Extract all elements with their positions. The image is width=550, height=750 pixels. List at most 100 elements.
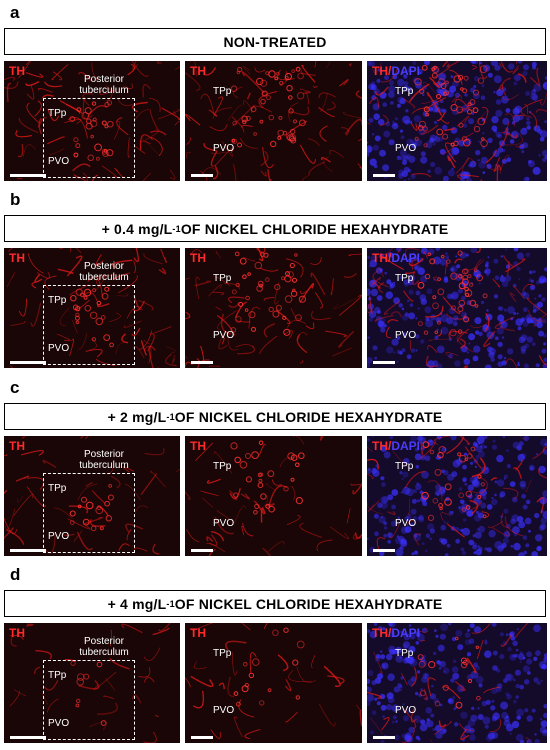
pvo-label: PVO <box>395 518 417 529</box>
panel-letter: d <box>10 565 21 584</box>
dapi-stain-label: DAPI <box>391 64 421 78</box>
fluorescence-texture <box>367 248 547 368</box>
tpp-label: TPp <box>395 461 414 472</box>
stain-label: TH <box>190 439 206 453</box>
scale-bar <box>373 361 395 364</box>
treatment-banner: + 4 mg/L -1 OF NICKEL CHLORIDE HEXAHYDRAT… <box>4 590 546 617</box>
tpp-label: TPp <box>213 648 232 659</box>
scale-bar <box>10 549 46 552</box>
treatment-unit-exponent: -1 <box>166 411 175 422</box>
posterior-tuberculum-line2: tuberculum <box>79 460 129 471</box>
th-dapi-merge-micrograph: TH/DAPI TPp PVO <box>367 61 547 181</box>
stain-label: TH <box>9 64 25 78</box>
th-stain-label: TH <box>372 64 388 78</box>
th-zoom-micrograph: TH TPp PVO <box>185 248 362 368</box>
stain-label: TH <box>190 251 206 265</box>
stain-label: TH <box>9 251 25 265</box>
tpp-label: TPp <box>395 648 414 659</box>
th-stain-label: TH <box>372 251 388 265</box>
pvo-label: PVO <box>213 705 235 716</box>
posterior-tuberculum-line1: Posterior <box>83 261 124 272</box>
overview-micrograph: TH Posterior tuberculum TPp PVO <box>4 623 180 743</box>
scale-bar <box>373 549 395 552</box>
dapi-stain-label: DAPI <box>391 626 421 640</box>
stain-separator: / <box>388 626 392 640</box>
posterior-tuberculum-label: Posterior tuberculum <box>64 449 144 471</box>
treatment-unit-exponent: -1 <box>172 223 181 234</box>
scale-bar <box>10 361 46 364</box>
th-stain-label: TH <box>190 64 206 78</box>
posterior-tuberculum-line1: Posterior <box>83 449 124 460</box>
treatment-compound: OF NICKEL CHLORIDE HEXAHYDRATE <box>180 220 449 237</box>
th-stain-label: TH <box>190 251 206 265</box>
fluorescence-texture <box>4 436 180 556</box>
fluorescence-texture <box>6 248 177 368</box>
tpp-label: TPp <box>395 273 414 284</box>
th-zoom-micrograph: TH TPp PVO <box>185 436 362 556</box>
stain-label: TH <box>190 64 206 78</box>
posterior-tuberculum-label: Posterior tuberculum <box>64 74 144 96</box>
scale-bar <box>373 736 395 739</box>
posterior-tuberculum-line1: Posterior <box>83 636 124 647</box>
pvo-label: PVO <box>213 143 235 154</box>
stain-label: TH <box>190 626 206 640</box>
treatment-compound: OF NICKEL CHLORIDE HEXAHYDRATE <box>174 408 443 425</box>
treatment-banner: + 0.4 mg/L -1 OF NICKEL CHLORIDE HEXAHYDR… <box>4 215 546 242</box>
tpp-label: TPp <box>395 86 414 97</box>
stain-label: TH/DAPI <box>372 64 420 78</box>
panel-letter: a <box>10 3 20 22</box>
fluorescence-texture <box>185 248 362 368</box>
scale-bar <box>191 549 213 552</box>
overview-micrograph: TH Posterior tuberculum TPp PVO <box>4 436 180 556</box>
treatment-banner: NON-TREATED <box>4 28 546 55</box>
th-stain-label: TH <box>190 439 206 453</box>
zoom-region-outline <box>43 473 135 553</box>
scale-bar <box>10 174 46 177</box>
pvo-label: PVO <box>395 330 417 341</box>
fluorescence-texture <box>9 623 171 743</box>
posterior-tuberculum-label: Posterior tuberculum <box>64 261 144 283</box>
posterior-tuberculum-line2: tuberculum <box>79 647 129 658</box>
posterior-tuberculum-label: Posterior tuberculum <box>64 636 144 658</box>
tpp-label: TPp <box>48 295 67 306</box>
th-zoom-micrograph: TH TPp PVO <box>185 61 362 181</box>
treatment-title: + 4 mg/L <box>107 595 167 612</box>
pvo-label: PVO <box>48 343 70 354</box>
fluorescence-texture <box>367 61 547 181</box>
th-stain-label: TH <box>190 626 206 640</box>
fluorescence-texture <box>185 623 362 743</box>
tpp-label: TPp <box>213 461 232 472</box>
scale-bar <box>191 361 213 364</box>
treatment-unit-exponent: -1 <box>166 598 175 609</box>
stain-separator: / <box>388 439 392 453</box>
th-stain-label: TH <box>9 439 25 453</box>
fluorescence-texture <box>185 61 362 181</box>
stain-label: TH/DAPI <box>372 626 420 640</box>
tpp-label: TPp <box>213 273 232 284</box>
th-dapi-merge-micrograph: TH/DAPI TPp PVO <box>367 436 547 556</box>
fluorescence-texture <box>367 436 547 556</box>
stain-label: TH/DAPI <box>372 251 420 265</box>
scale-bar <box>373 174 395 177</box>
scale-bar <box>191 174 213 177</box>
treatment-title: NON-TREATED <box>223 33 327 50</box>
scale-bar <box>10 736 46 739</box>
pvo-label: PVO <box>213 330 235 341</box>
pvo-label: PVO <box>213 518 235 529</box>
panel-letter: b <box>10 190 21 209</box>
posterior-tuberculum-line2: tuberculum <box>79 272 129 283</box>
th-stain-label: TH <box>9 64 25 78</box>
zoom-region-outline <box>43 98 135 178</box>
stain-label: TH/DAPI <box>372 439 420 453</box>
treatment-title: + 0.4 mg/L <box>101 220 173 237</box>
th-stain-label: TH <box>372 439 388 453</box>
pvo-label: PVO <box>48 531 70 542</box>
zoom-region-outline <box>43 660 135 740</box>
pvo-label: PVO <box>48 718 70 729</box>
stain-label: TH <box>9 626 25 640</box>
dapi-stain-label: DAPI <box>391 439 421 453</box>
pvo-label: PVO <box>48 156 70 167</box>
stain-separator: / <box>388 64 392 78</box>
th-zoom-micrograph: TH TPp PVO <box>185 623 362 743</box>
dapi-stain-label: DAPI <box>391 251 421 265</box>
